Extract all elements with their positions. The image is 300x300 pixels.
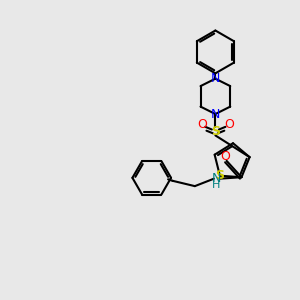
Text: N: N	[211, 107, 220, 121]
Text: N: N	[211, 72, 220, 85]
Text: S: S	[215, 169, 224, 182]
Text: H: H	[212, 180, 220, 190]
Text: N: N	[212, 172, 221, 185]
Text: S: S	[211, 125, 220, 138]
Text: O: O	[197, 118, 207, 131]
Text: O: O	[220, 150, 230, 163]
Text: O: O	[224, 118, 234, 131]
